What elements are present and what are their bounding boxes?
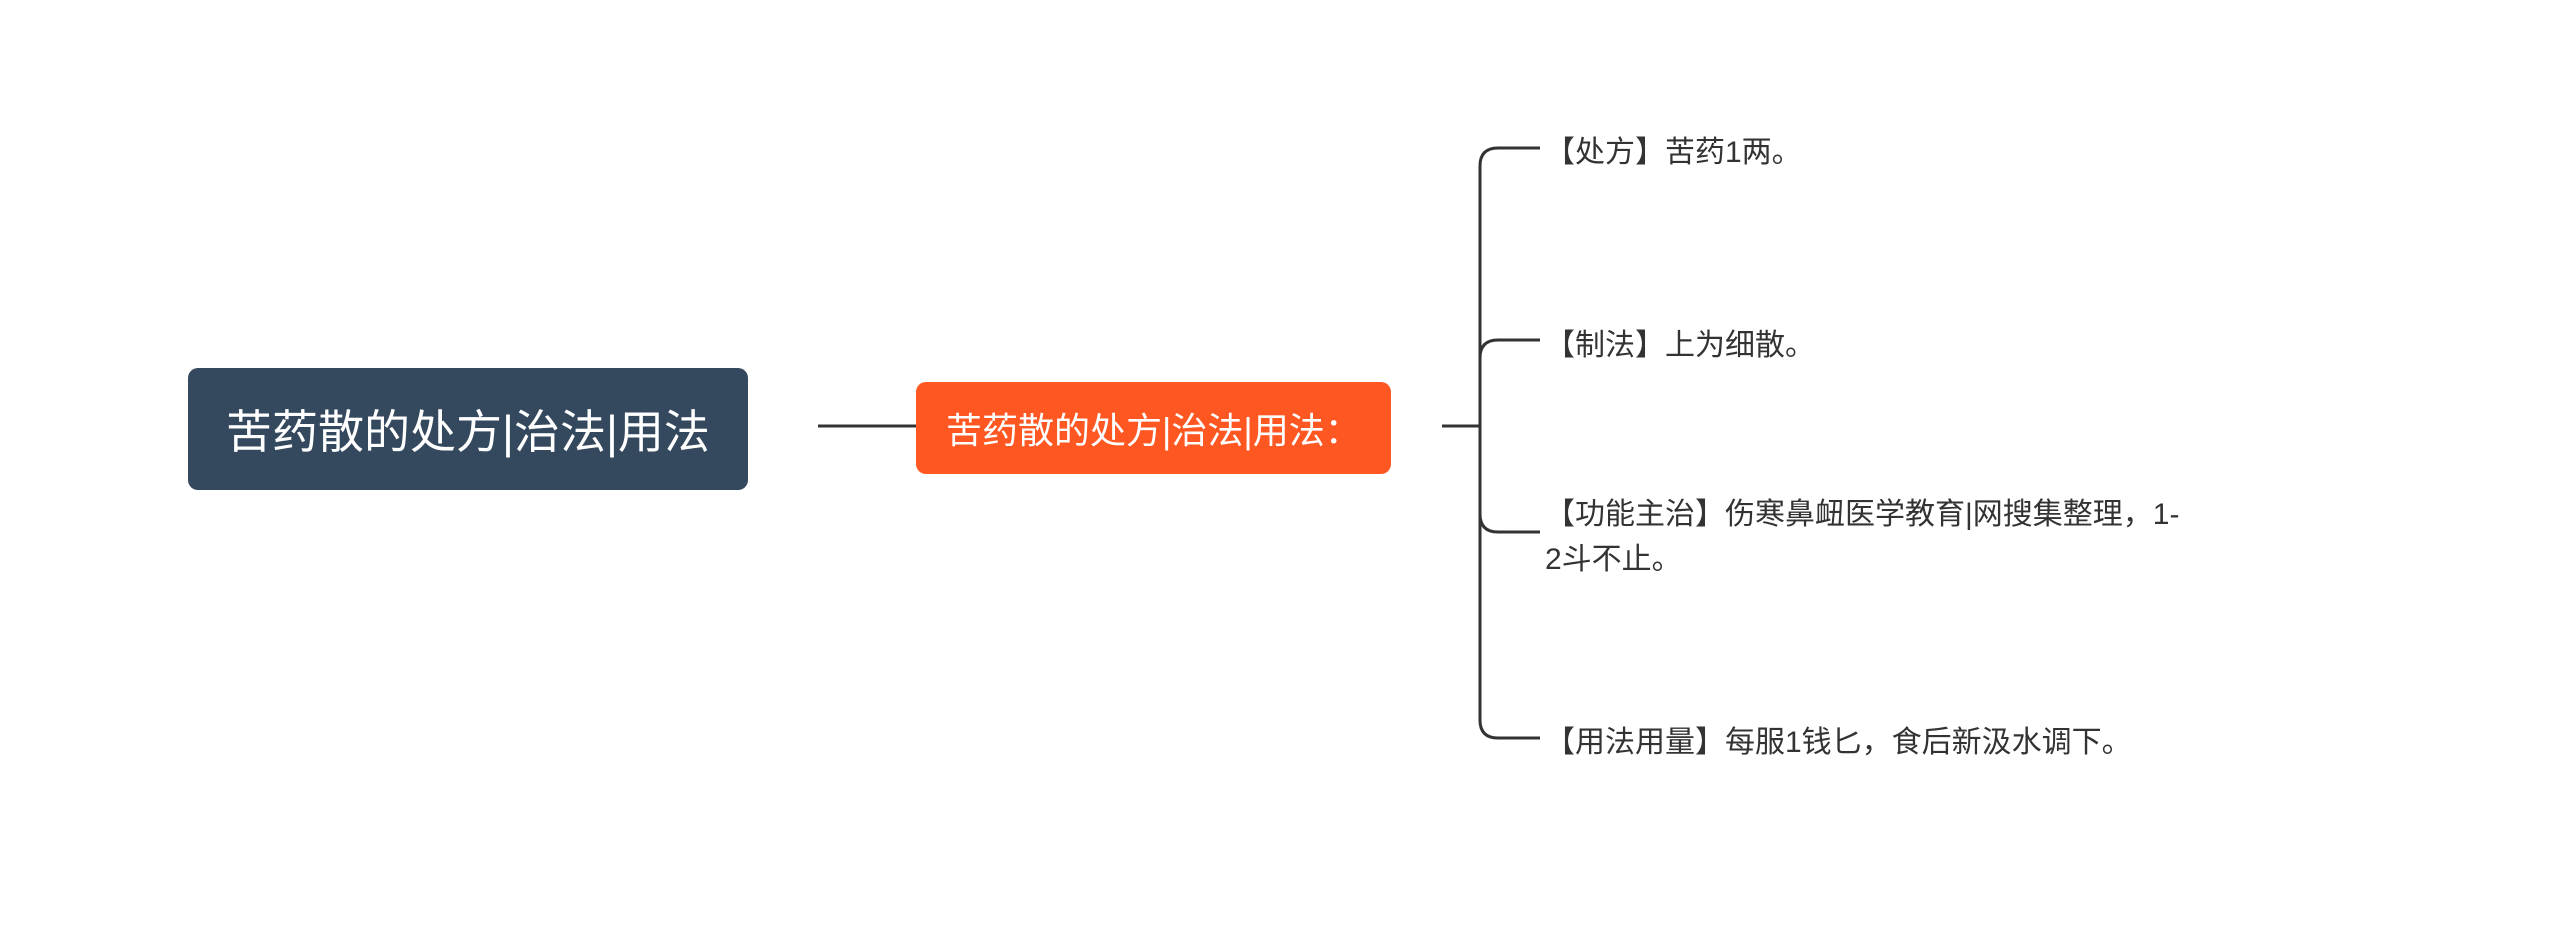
leaf-node-0: 【处方】苦药1两。 [1545, 130, 1802, 175]
root-node: 苦药散的处方|治法|用法 [188, 368, 748, 490]
root-label: 苦药散的处方|治法|用法 [226, 406, 710, 458]
leaf-label-1: 【制法】上为细散。 [1545, 329, 1815, 362]
leaf-node-2: 【功能主治】伤寒鼻衄医学教育|网搜集整理，1-2斗不止。 [1545, 492, 2195, 582]
leaf-label-0: 【处方】苦药1两。 [1545, 136, 1802, 169]
mindmap-container: 苦药散的处方|治法|用法 苦药散的处方|治法|用法： 【处方】苦药1两。 【制法… [0, 0, 2560, 941]
leaf-node-3: 【用法用量】每服1钱匕，食后新汲水调下。 [1545, 720, 2132, 765]
leaf-label-2: 【功能主治】伤寒鼻衄医学教育|网搜集整理，1-2斗不止。 [1545, 498, 2179, 576]
bracket-connector [1442, 148, 1540, 738]
sub-node: 苦药散的处方|治法|用法： [916, 382, 1391, 474]
sub-label: 苦药散的处方|治法|用法： [946, 410, 1361, 451]
leaf-label-3: 【用法用量】每服1钱匕，食后新汲水调下。 [1545, 726, 2132, 759]
leaf-node-1: 【制法】上为细散。 [1545, 323, 1815, 368]
